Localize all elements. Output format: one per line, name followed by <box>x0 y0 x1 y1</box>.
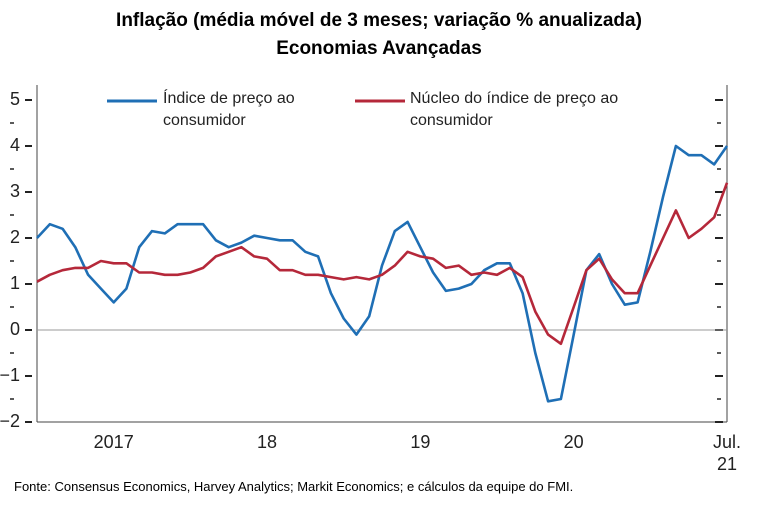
data-line <box>36 144 729 403</box>
chart-title: Inflação (média móvel de 3 meses; variaç… <box>116 10 642 31</box>
x-tick-label: 2017 <box>93 432 134 452</box>
data-line <box>36 182 729 346</box>
y-tick-label: 4 <box>10 135 20 155</box>
y-tick-label: −2 <box>0 411 20 431</box>
source-note: Fonte: Consensus Economics, Harvey Analy… <box>14 479 574 494</box>
x-tick-label: Jul. 21 <box>712 432 741 474</box>
y-tick-label: 2 <box>10 227 20 247</box>
x-tick-label: 19 <box>410 432 431 452</box>
y-tick-label: 3 <box>10 181 20 201</box>
x-tick-label: 18 <box>256 432 278 452</box>
y-tick-label: 5 <box>10 89 20 109</box>
y-tick-label: 1 <box>10 273 20 293</box>
legend-label: Índice de preço ao consumidor <box>163 90 295 129</box>
y-tick-label: 0 <box>10 319 20 339</box>
legend-label: Núcleo do índice de preço ao consumidor <box>410 90 619 129</box>
x-tick-label: 20 <box>563 432 584 452</box>
chart-subtitle: Economias Avançadas <box>276 38 482 59</box>
y-tick-label: −1 <box>0 365 20 385</box>
